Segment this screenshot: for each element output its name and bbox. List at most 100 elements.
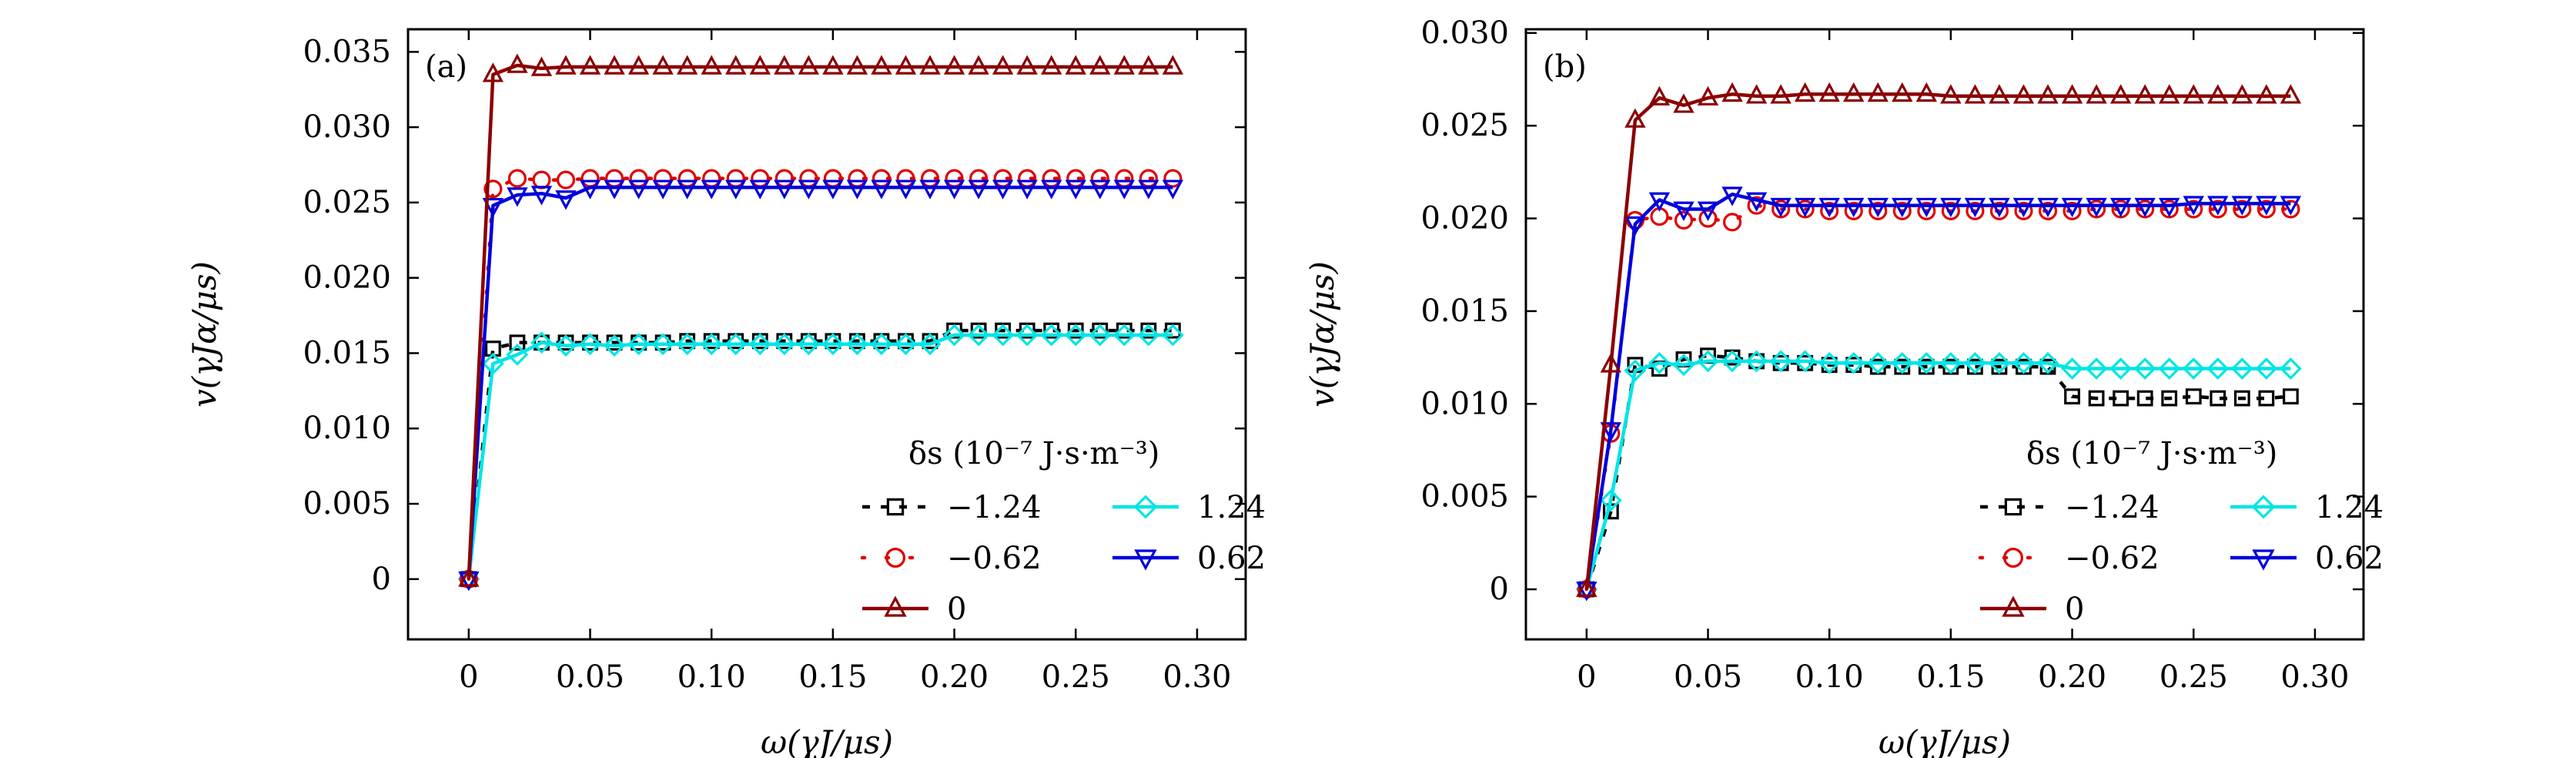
data-point (724, 333, 748, 356)
y-tick-label: 0.010 (303, 411, 391, 446)
data-point (2012, 197, 2035, 218)
data-point (1137, 324, 1160, 347)
data-point (895, 333, 917, 356)
data-point (2280, 84, 2302, 104)
data-point (2257, 200, 2276, 219)
legend-marker (884, 595, 907, 617)
data-point (604, 179, 625, 200)
data-point (506, 344, 529, 366)
legend-marker (1134, 549, 1157, 571)
data-point (1989, 197, 2010, 218)
x-tick-label: 0 (1577, 659, 1596, 695)
data-point (822, 179, 844, 200)
legend: δs (10⁻⁷ J·s·m⁻³) −1.24 1.24 −0.62 0.62 0 (1978, 436, 2384, 627)
data-point (773, 333, 796, 356)
data-point (846, 179, 868, 200)
data-point (1164, 322, 1181, 339)
data-point (1648, 351, 1671, 374)
legend-label: 0.62 (1197, 541, 1266, 576)
data-point (970, 322, 987, 339)
legend-item: 0.62 (1112, 541, 1266, 576)
x-tick-label: 0.20 (920, 659, 989, 695)
y-tick-label: 0.010 (1420, 386, 1509, 421)
data-point (798, 179, 820, 200)
data-point (1794, 350, 1817, 373)
data-point (1964, 84, 1986, 104)
data-point (1721, 82, 1743, 102)
data-point (2230, 357, 2253, 380)
data-point (701, 55, 722, 75)
y-tick-label: 0.025 (1420, 108, 1509, 143)
data-point (1892, 201, 1912, 220)
data-point (1818, 351, 1841, 374)
y-axis-label: v(γJα/μs) (186, 261, 223, 408)
legend-item: 0.62 (2230, 541, 2384, 576)
data-point (919, 55, 941, 75)
data-point (2109, 197, 2132, 218)
data-point (1867, 197, 1889, 218)
legend-title: δs (10⁻⁷ J·s·m⁻³) (2026, 436, 2277, 471)
data-point (946, 322, 962, 339)
data-point (1940, 197, 1962, 218)
data-point (992, 55, 1014, 75)
legend-item: −1.24 (862, 490, 1042, 525)
x-tick-label: 0.05 (556, 659, 624, 695)
series-0 (1578, 347, 2299, 598)
data-point (2037, 197, 2059, 218)
data-point (797, 333, 820, 356)
data-point (1673, 201, 1694, 221)
series-line (467, 63, 1173, 579)
data-point (1067, 322, 1084, 339)
legend-label: −0.62 (947, 541, 1042, 576)
data-point (1891, 351, 1914, 374)
data-point (2255, 357, 2278, 380)
data-point (482, 197, 504, 218)
legend: δs (10⁻⁷ J·s·m⁻³) −1.24 1.24 −0.62 0.62 0 (860, 436, 1266, 627)
data-point (992, 324, 1015, 347)
legend-marker (2002, 595, 2025, 617)
data-point (2113, 390, 2129, 407)
data-point (2206, 357, 2230, 380)
data-point (846, 333, 868, 356)
data-point (530, 331, 553, 354)
legend-marker (2252, 549, 2275, 571)
data-point (651, 333, 674, 356)
data-point (1794, 197, 1816, 218)
data-point (2109, 357, 2133, 380)
data-point (2258, 390, 2275, 407)
data-point (482, 352, 504, 375)
data-point (1140, 322, 1157, 339)
legend-item: 1.24 (2230, 490, 2384, 525)
data-point (1866, 351, 1889, 374)
data-point (507, 187, 528, 207)
data-point (1089, 324, 1112, 347)
panel-label: (a) (425, 49, 467, 85)
data-point (1624, 108, 1646, 128)
data-point (532, 170, 551, 190)
data-point (2109, 84, 2132, 104)
panel-label: (b) (1543, 49, 1587, 85)
legend-label: 0.62 (2315, 541, 2384, 576)
data-point (725, 179, 747, 200)
data-point (2256, 84, 2277, 104)
data-point (579, 179, 601, 200)
data-point (1138, 179, 1159, 200)
x-tick-label: 0.30 (2280, 659, 2349, 695)
data-point (1116, 322, 1132, 339)
x-tick-label: 0.30 (1163, 659, 1231, 695)
data-point (1770, 84, 1791, 104)
data-point (555, 190, 577, 210)
data-point (846, 55, 868, 75)
series-1 (457, 324, 1184, 591)
panel-b: 0 0.005 0.010 0.015 0.020 0.025 0.030 0 0.05 0.10… (1303, 15, 2384, 758)
y-tick-label: 0.015 (303, 335, 391, 371)
data-point (1697, 350, 1719, 373)
data-point (749, 55, 771, 75)
data-point (1868, 201, 1888, 220)
data-point (1600, 422, 1622, 442)
y-tick-label: 0 (372, 562, 391, 597)
data-point (2012, 351, 2035, 374)
data-point (2207, 84, 2229, 104)
data-point (1915, 351, 1938, 374)
data-point (1721, 350, 1744, 373)
